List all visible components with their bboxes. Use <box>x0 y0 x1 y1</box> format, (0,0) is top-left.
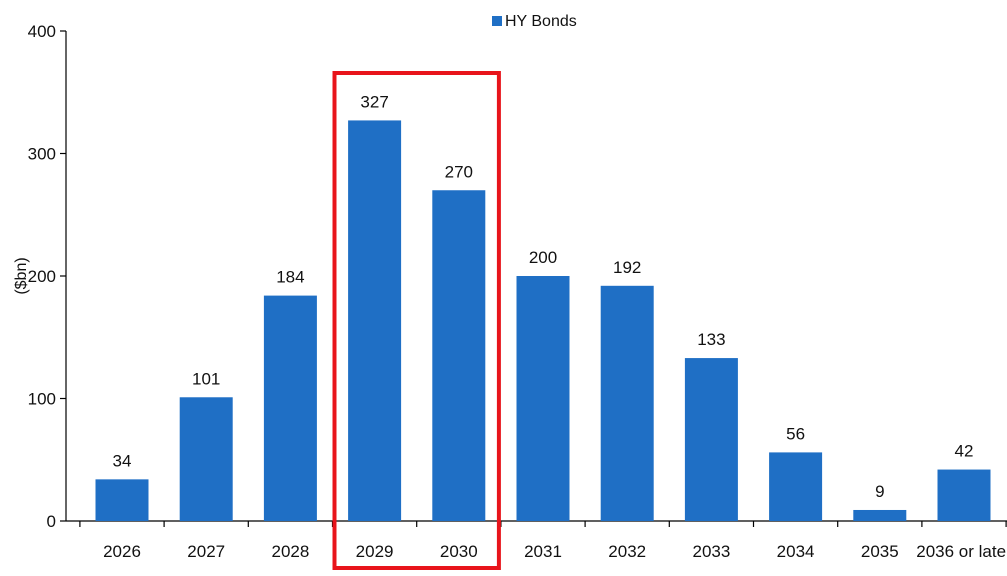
legend: HY Bonds <box>492 13 577 30</box>
x-tick-label: 2027 <box>187 542 225 561</box>
legend-swatch <box>492 16 502 26</box>
y-tick-label: 400 <box>28 22 56 41</box>
x-tick-label: 2036 or later <box>916 542 1007 561</box>
bar <box>684 358 738 521</box>
bar <box>937 469 991 521</box>
data-label: 42 <box>955 442 974 461</box>
highlight-rectangle <box>332 71 501 570</box>
x-tick-label: 2026 <box>103 542 141 561</box>
bar <box>769 452 823 521</box>
data-label: 34 <box>113 451 132 470</box>
highlight-box <box>332 71 501 570</box>
y-tick-label: 200 <box>28 267 56 286</box>
x-tick-label: 2029 <box>356 542 394 561</box>
x-tick-label: 2030 <box>440 542 478 561</box>
data-label: 101 <box>192 369 220 388</box>
data-label: 184 <box>276 268 304 287</box>
y-axis-title: ($bn) <box>13 257 30 294</box>
x-tick-label: 2035 <box>861 542 899 561</box>
x-tick-label: 2031 <box>524 542 562 561</box>
bar <box>853 509 907 521</box>
data-label: 56 <box>786 424 805 443</box>
bar <box>600 285 654 521</box>
data-label: 133 <box>697 330 725 349</box>
bar <box>179 397 233 521</box>
bar <box>432 190 486 521</box>
data-label: 327 <box>360 92 388 111</box>
y-tick-label: 300 <box>28 145 56 164</box>
x-tick-label: 2028 <box>271 542 309 561</box>
x-tick-label: 2032 <box>608 542 646 561</box>
data-label: 200 <box>529 248 557 267</box>
data-label: 9 <box>875 482 884 501</box>
bar <box>348 120 402 522</box>
data-label: 270 <box>445 162 473 181</box>
x-tick-label: 2034 <box>777 542 815 561</box>
bar <box>263 295 317 521</box>
bars <box>95 120 991 522</box>
axes: 0 100 200 300 400 ($bn) 2026 2027 2028 2029 2030 20… <box>13 22 1007 561</box>
bar <box>516 276 570 521</box>
x-tick-label: 2033 <box>692 542 730 561</box>
data-labels: 34 101 184 327 270 200 192 133 56 9 42 <box>113 92 974 501</box>
bar <box>95 479 149 521</box>
y-tick-label: 100 <box>28 390 56 409</box>
y-tick-label: 0 <box>47 512 56 531</box>
data-label: 192 <box>613 258 641 277</box>
legend-label: HY Bonds <box>505 13 577 30</box>
